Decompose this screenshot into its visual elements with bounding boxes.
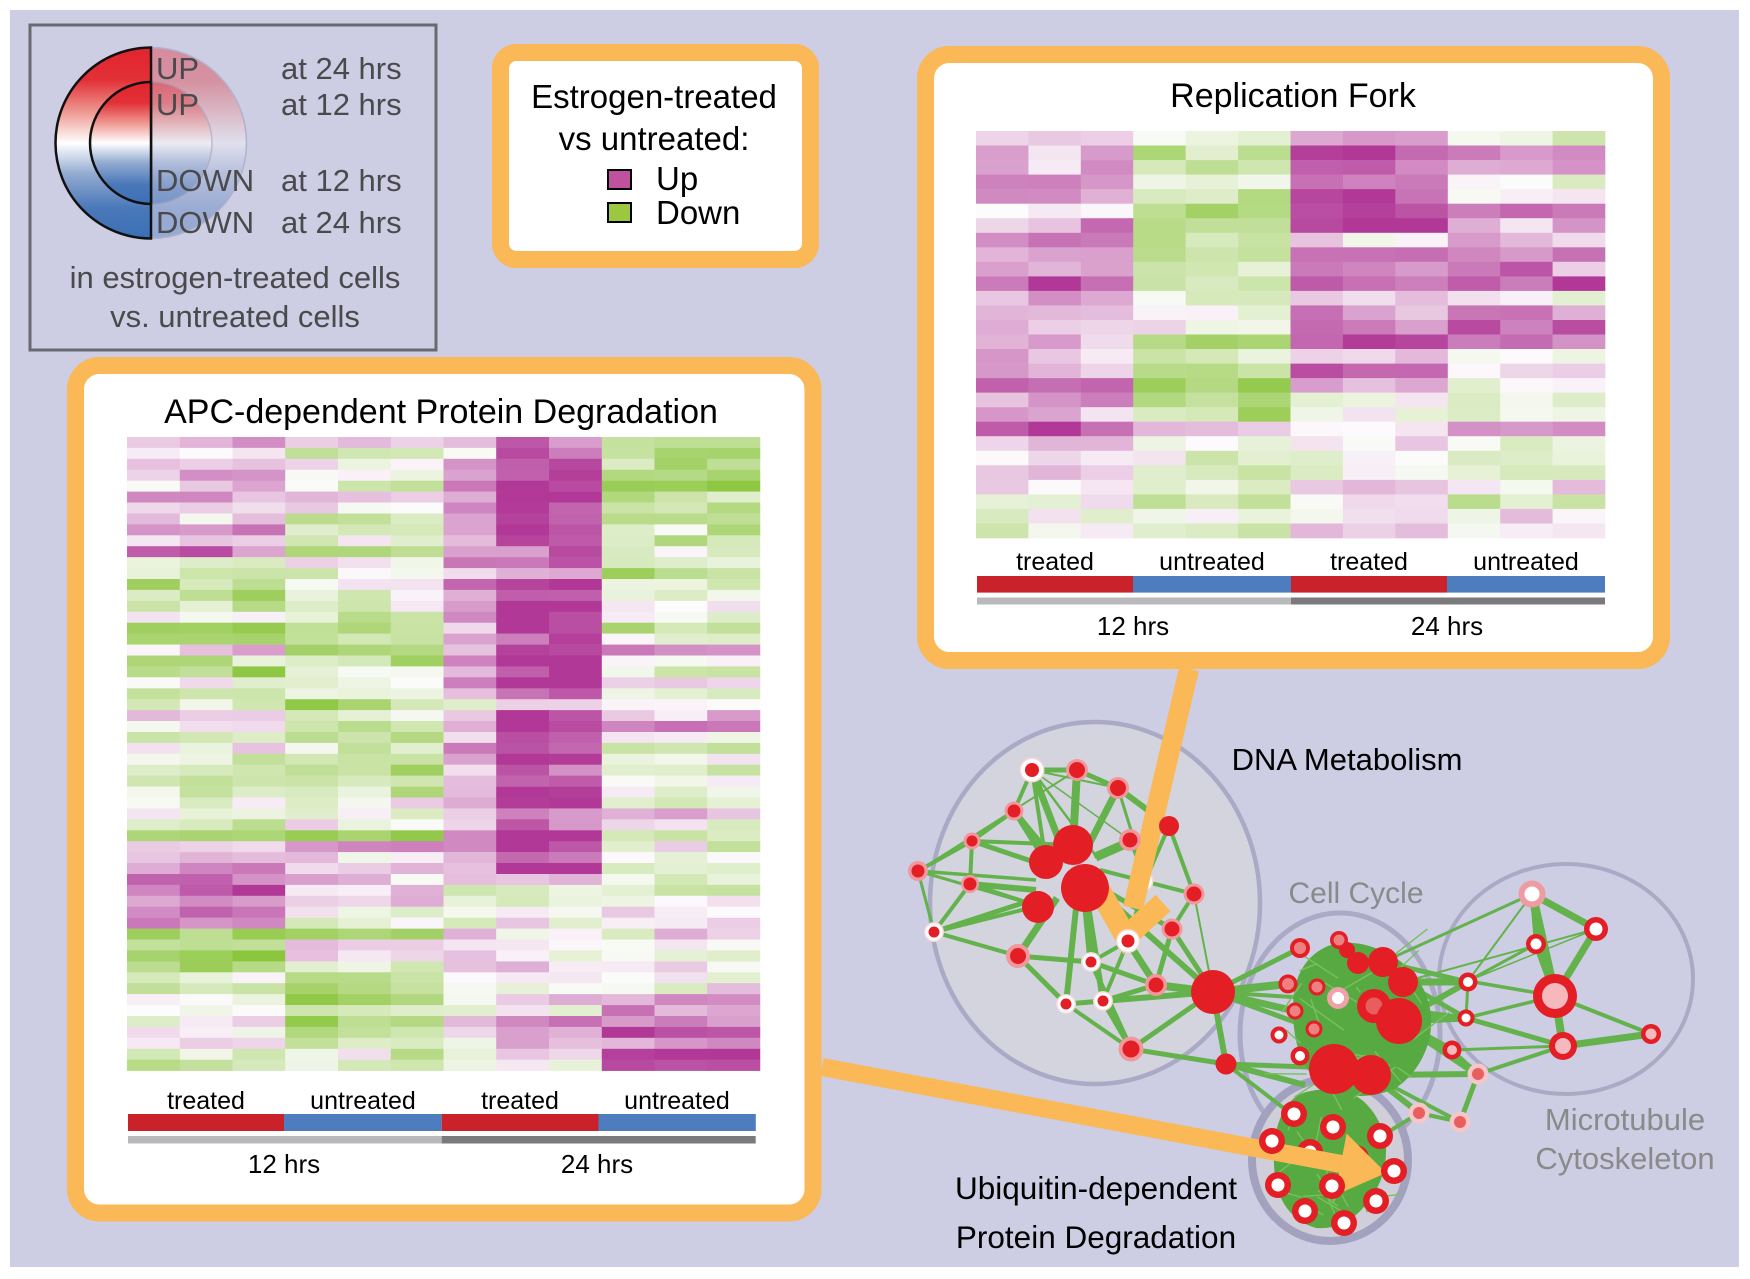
svg-text:Cell Cycle: Cell Cycle (1288, 877, 1423, 910)
svg-text:DOWN: DOWN (156, 163, 254, 198)
svg-text:12 hrs: 12 hrs (1097, 611, 1169, 641)
svg-text:APC-dependent Protein Degradat: APC-dependent Protein Degradation (164, 393, 718, 431)
svg-text:Replication Fork: Replication Fork (1170, 77, 1417, 115)
svg-text:untreated: untreated (310, 1087, 416, 1115)
svg-text:Estrogen-treated: Estrogen-treated (531, 78, 777, 115)
svg-text:Cytoskeleton: Cytoskeleton (1535, 1141, 1714, 1176)
svg-text:24 hrs: 24 hrs (1411, 611, 1483, 641)
svg-text:at 12 hrs: at 12 hrs (281, 87, 402, 122)
svg-text:in estrogen-treated cells: in estrogen-treated cells (70, 260, 401, 295)
svg-text:12 hrs: 12 hrs (248, 1149, 320, 1179)
svg-text:untreated: untreated (1473, 548, 1579, 576)
svg-text:treated: treated (1016, 548, 1094, 576)
svg-text:Ubiquitin-dependent: Ubiquitin-dependent (955, 1170, 1237, 1206)
svg-text:treated: treated (1330, 548, 1408, 576)
svg-text:at 12 hrs: at 12 hrs (281, 163, 402, 198)
svg-text:vs. untreated cells: vs. untreated cells (110, 299, 360, 334)
svg-text:treated: treated (481, 1087, 559, 1115)
svg-text:UP: UP (156, 51, 199, 86)
svg-text:treated: treated (167, 1087, 245, 1115)
svg-text:at 24 hrs: at 24 hrs (281, 205, 402, 240)
svg-text:Down: Down (656, 194, 740, 231)
svg-text:Microtubule: Microtubule (1545, 1102, 1705, 1137)
svg-text:24 hrs: 24 hrs (561, 1149, 633, 1179)
svg-text:untreated: untreated (1159, 548, 1265, 576)
svg-text:Protein Degradation: Protein Degradation (956, 1219, 1236, 1255)
svg-text:vs untreated:: vs untreated: (559, 120, 750, 157)
svg-text:at 24 hrs: at 24 hrs (281, 51, 402, 86)
svg-text:Up: Up (656, 160, 698, 197)
svg-text:DNA Metabolism: DNA Metabolism (1232, 742, 1463, 777)
svg-text:UP: UP (156, 87, 199, 122)
svg-text:untreated: untreated (624, 1087, 730, 1115)
svg-text:DOWN: DOWN (156, 205, 254, 240)
